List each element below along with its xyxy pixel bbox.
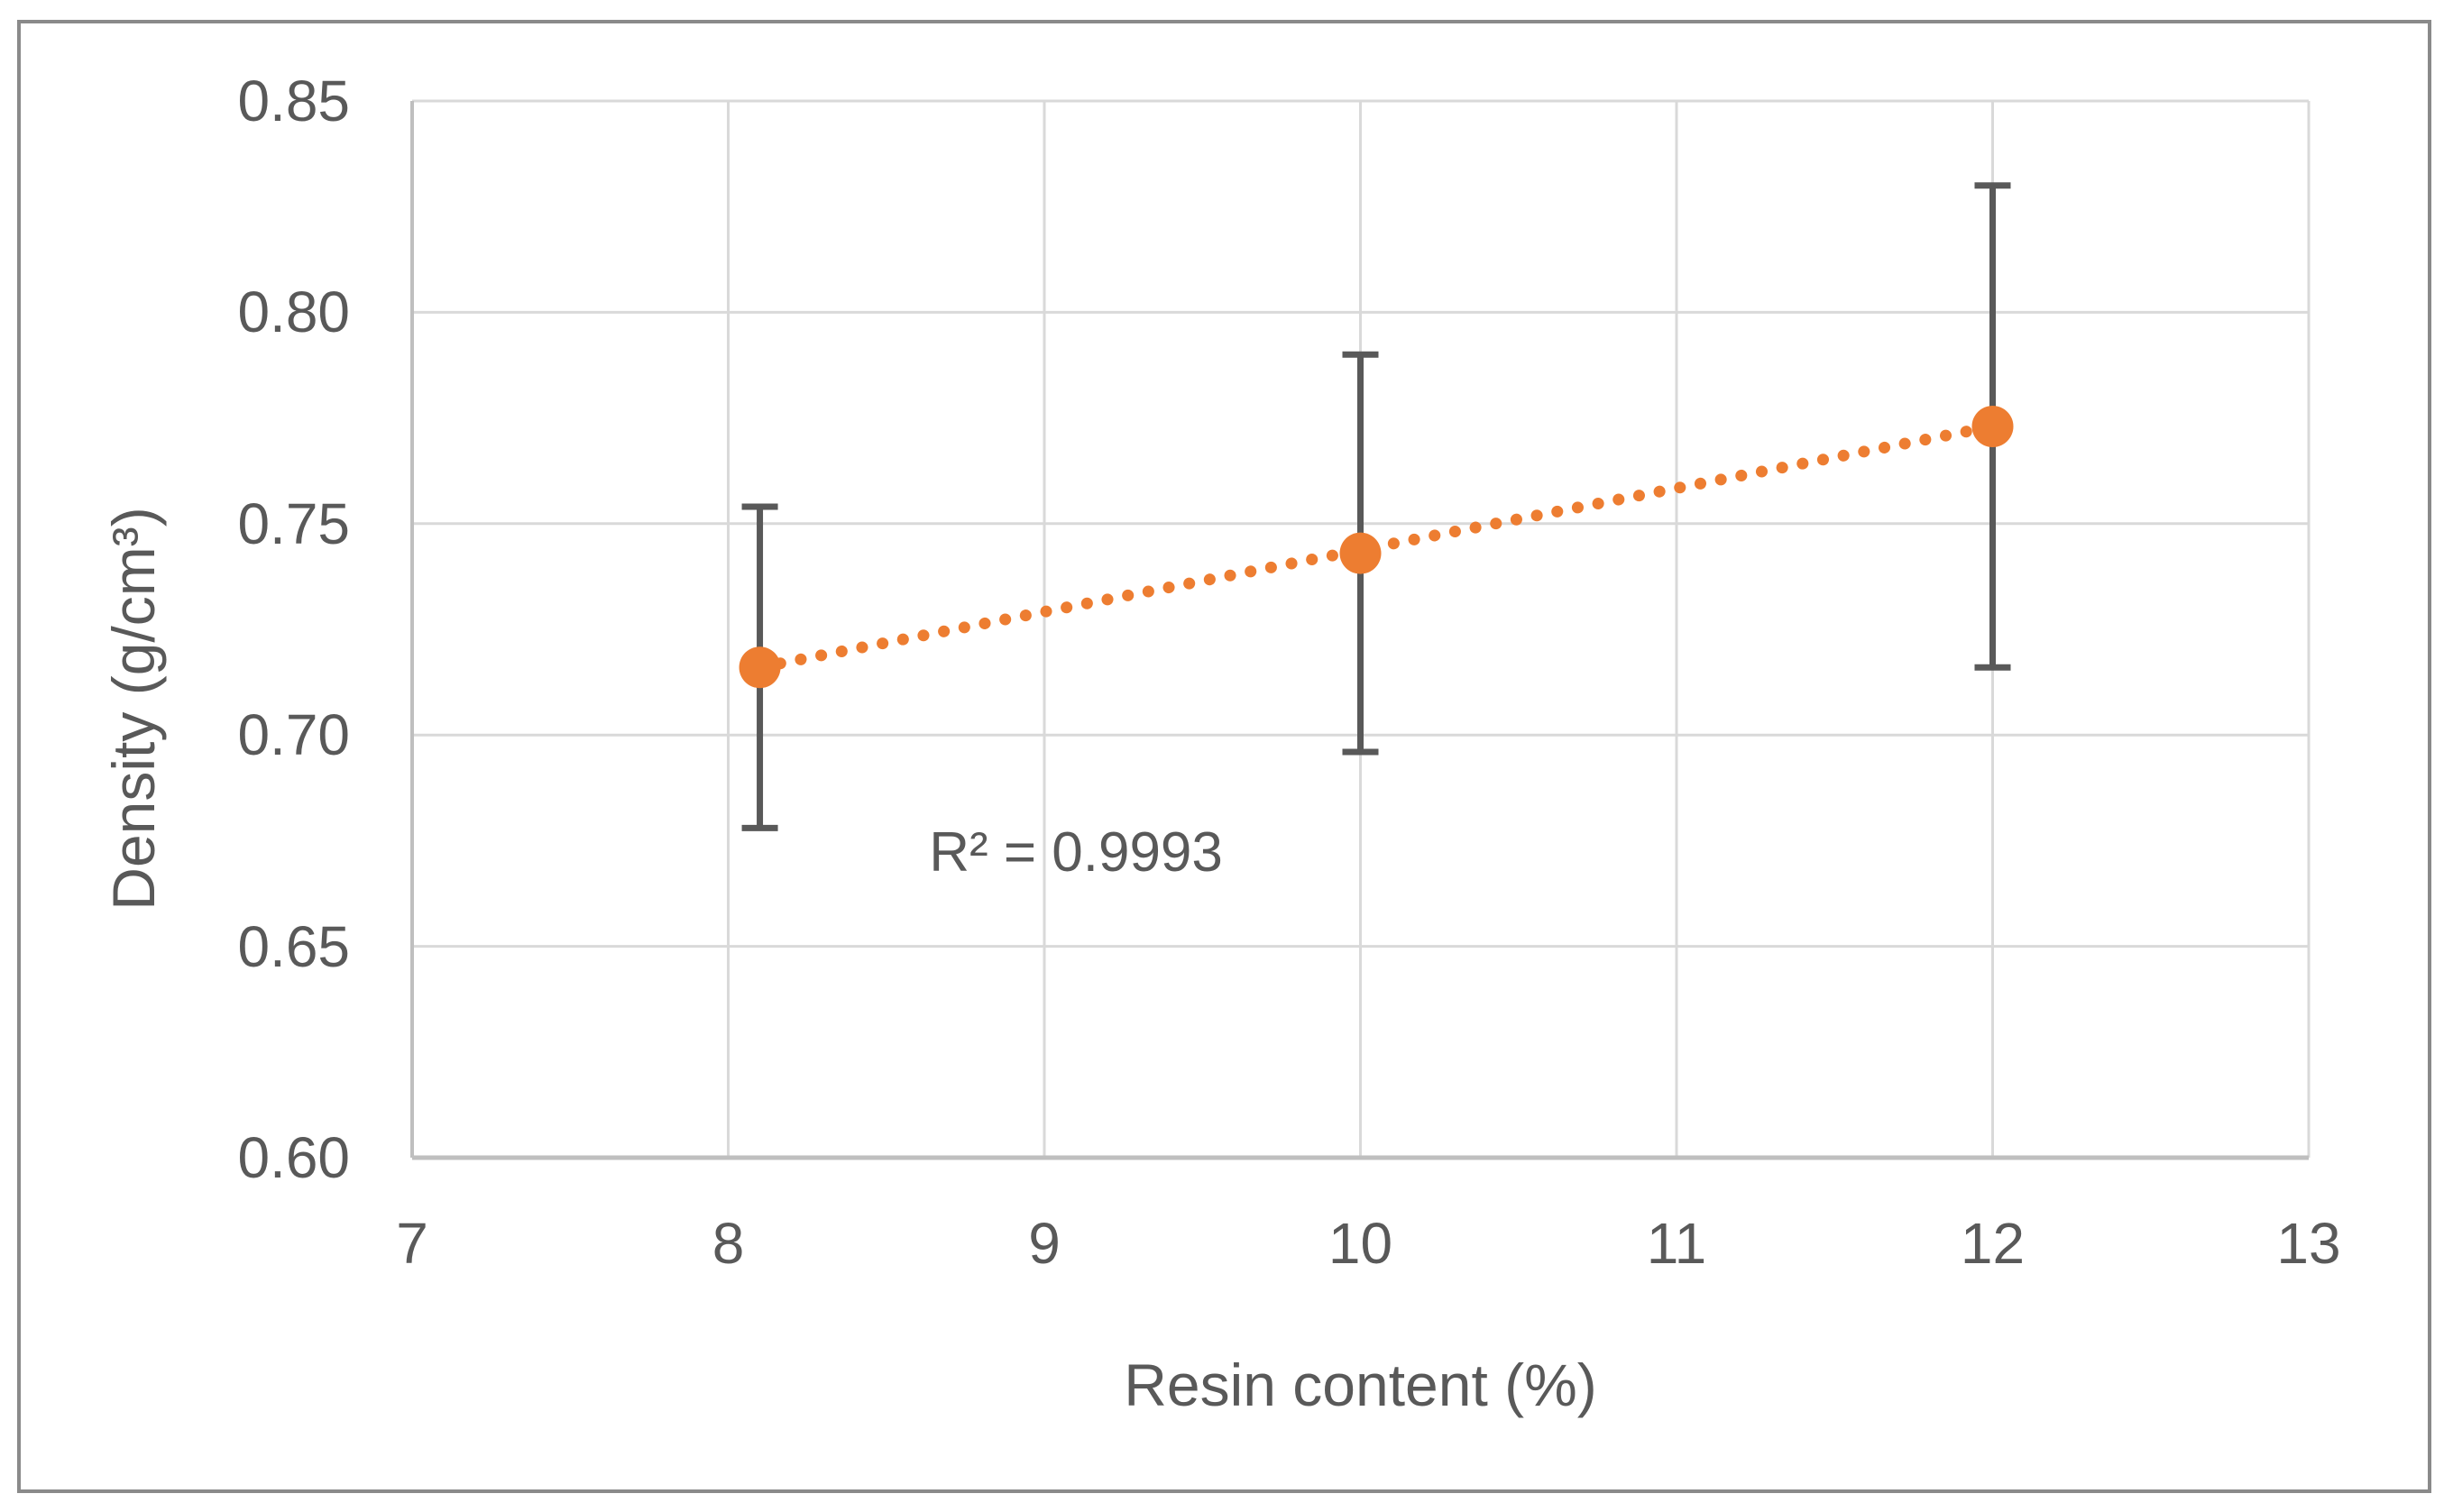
y-tick-label: 0.65 [237, 913, 350, 979]
x-tick-label: 10 [1328, 1211, 1393, 1276]
y-tick-label: 0.60 [237, 1125, 350, 1190]
x-tick-label: 9 [1028, 1211, 1061, 1276]
y-tick-label: 0.80 [237, 279, 350, 345]
x-tick-label: 7 [396, 1211, 428, 1276]
data-point-marker [739, 646, 781, 689]
data-point-markers [739, 405, 2014, 689]
figure-border [17, 20, 2431, 1493]
plot-svg [410, 99, 2311, 1160]
r-squared-annotation: R² = 0.9993 [929, 821, 1223, 884]
y-axis-title: Density (g/cm³) [100, 507, 167, 911]
error-bars [741, 182, 2011, 831]
x-tick-label: 11 [1646, 1211, 1707, 1276]
plot-area [410, 99, 2311, 1160]
y-tick-label: 0.70 [237, 702, 350, 768]
x-axis-title: Resin content (%) [1124, 1352, 1597, 1418]
y-tick-label: 0.85 [237, 69, 350, 133]
x-tick-label: 12 [1960, 1211, 2026, 1276]
x-tick-label: 13 [2276, 1211, 2341, 1276]
axis-lines [410, 101, 2309, 1160]
data-point-marker [1971, 405, 2014, 447]
x-tick-label: 8 [712, 1211, 745, 1276]
data-point-marker [1339, 532, 1382, 574]
y-tick-label: 0.75 [237, 490, 350, 556]
